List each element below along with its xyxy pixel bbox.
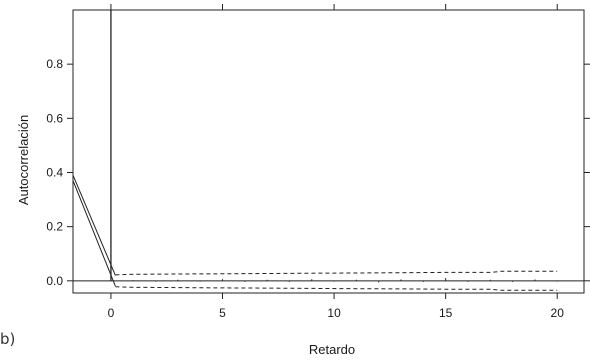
x-tick-label-20: 20 xyxy=(551,306,565,320)
upper-confidence-bound xyxy=(115,270,558,276)
y-tick-label-0: 0.0 xyxy=(46,274,63,288)
x-tick-label-10: 10 xyxy=(327,306,341,320)
panel-tag: b) xyxy=(0,330,16,348)
chart-marks xyxy=(72,10,584,291)
lead-line-0 xyxy=(72,175,116,276)
y-axis-label: Autocorrelación xyxy=(16,115,31,205)
plot-border xyxy=(72,9,585,294)
x-tick-label-15: 15 xyxy=(439,306,453,320)
y-tick-label-3: 0.6 xyxy=(46,111,63,125)
lead-line-1 xyxy=(72,180,116,287)
x-axis-label: Retardo xyxy=(309,342,355,357)
y-tick-label-2: 0.4 xyxy=(46,165,63,179)
axes: 0 5 10 15 20 0.0 0.2 0.4 0.6 0.8 xyxy=(46,4,590,320)
lower-confidence-bound xyxy=(115,286,558,291)
y-tick-label-4: 0.8 xyxy=(46,57,63,71)
x-tick-label-0: 0 xyxy=(108,306,115,320)
x-tick-label-5: 5 xyxy=(219,306,226,320)
y-tick-label-1: 0.2 xyxy=(46,220,63,234)
plot-frame xyxy=(72,9,585,294)
